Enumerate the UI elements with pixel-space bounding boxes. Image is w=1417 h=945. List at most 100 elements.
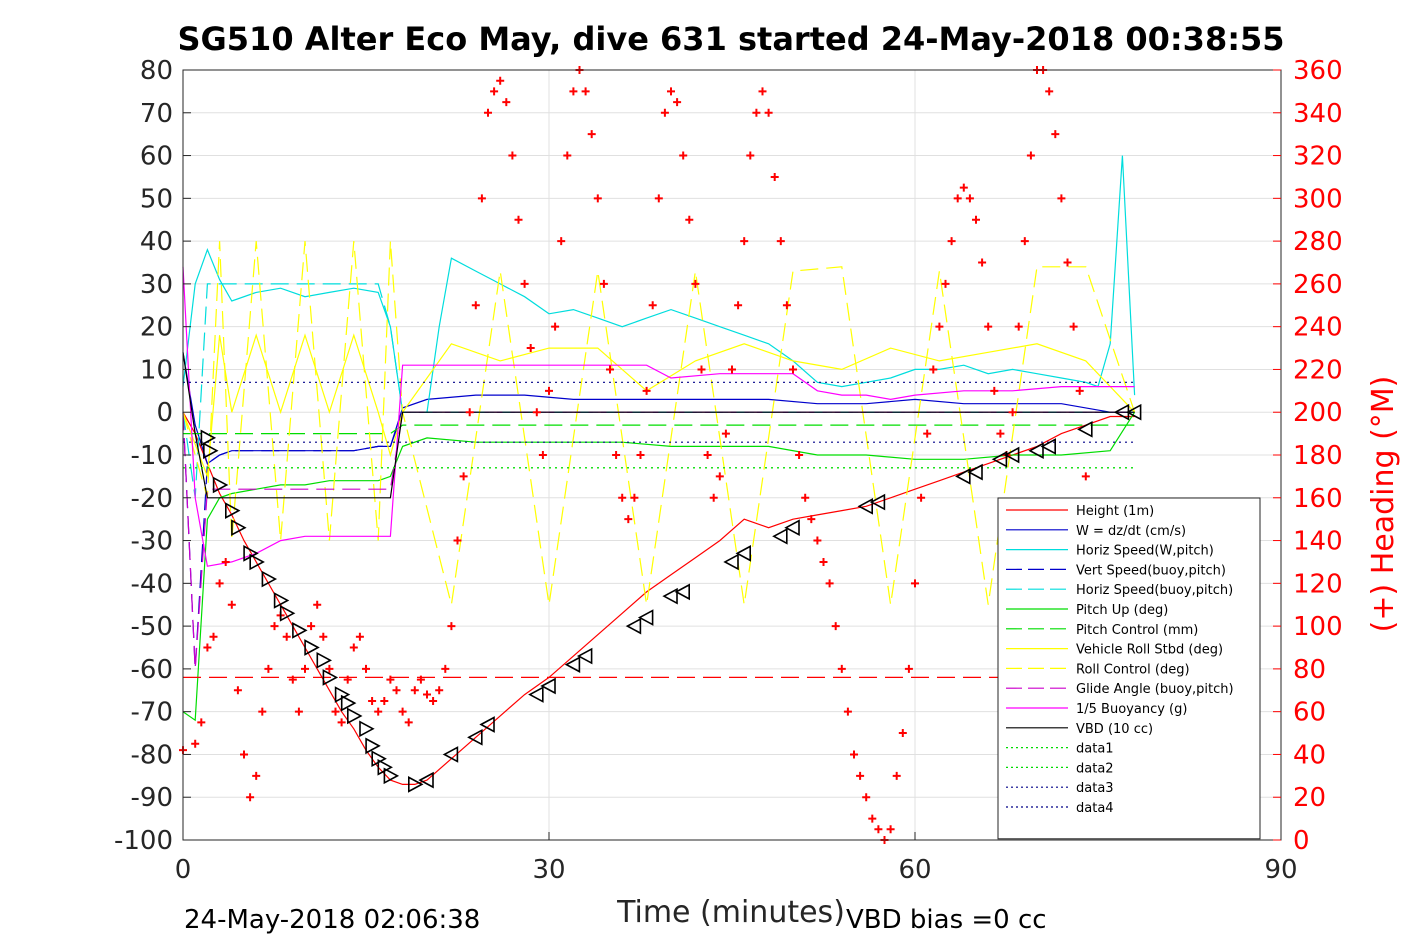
heading-point — [313, 600, 322, 609]
heading-point — [972, 215, 980, 224]
heading-point — [331, 707, 340, 716]
heading-point — [1057, 194, 1066, 203]
y-right-tick-label: 300 — [1293, 184, 1343, 214]
heading-point — [728, 365, 736, 374]
heading-point — [1020, 237, 1029, 246]
heading-point — [551, 322, 560, 331]
legend-label: data4 — [1076, 801, 1114, 816]
heading-point — [288, 675, 297, 684]
vbd-marker — [203, 442, 219, 460]
heading-point — [441, 664, 450, 673]
heading-point — [807, 515, 816, 524]
heading-point — [246, 793, 255, 802]
vbd-marker — [340, 694, 357, 712]
heading-point — [520, 279, 529, 288]
y-right-tick-label: 0 — [1293, 826, 1310, 856]
heading-point — [526, 344, 535, 353]
heading-point — [654, 194, 663, 203]
heading-point — [429, 696, 438, 705]
heading-point — [624, 515, 633, 524]
vbd-marker — [347, 707, 363, 725]
heading-point — [904, 664, 913, 673]
heading-point — [862, 793, 871, 802]
legend-label: Roll Control (deg) — [1076, 662, 1190, 677]
vbd-marker — [662, 587, 678, 605]
heading-point — [343, 675, 352, 684]
vbd-marker — [576, 647, 593, 665]
heading-point — [660, 108, 669, 117]
heading-point — [758, 87, 767, 96]
heading-point — [502, 98, 511, 107]
vbd-marker — [322, 669, 339, 686]
vbd-marker — [564, 656, 581, 673]
heading-point — [1075, 386, 1084, 395]
heading-point — [776, 237, 785, 246]
heading-point — [618, 493, 627, 502]
y-right-tick-label: 120 — [1293, 569, 1343, 599]
heading-point — [752, 108, 761, 117]
heading-point — [532, 408, 541, 417]
heading-point — [1026, 151, 1035, 160]
heading-point — [917, 493, 926, 502]
heading-point — [477, 194, 486, 203]
heading-point — [496, 76, 505, 85]
heading-point — [374, 707, 383, 716]
heading-point — [484, 108, 492, 117]
heading-point — [612, 451, 621, 459]
heading-point — [1051, 130, 1060, 139]
heading-point — [294, 707, 303, 716]
heading-point — [410, 686, 419, 695]
heading-point — [953, 194, 962, 203]
heading-point — [209, 632, 218, 641]
y-tick-label: -20 — [131, 484, 173, 514]
heading-point — [459, 472, 468, 481]
heading-point — [258, 707, 267, 716]
vbd-marker — [991, 450, 1008, 468]
series-line-3 — [182, 411, 1135, 669]
y-tick-label: 40 — [140, 227, 173, 257]
y-right-tick-label: 200 — [1293, 398, 1343, 428]
legend-label: Height (1m) — [1076, 504, 1154, 519]
y-right-tick-label: 40 — [1293, 740, 1326, 770]
y-tick-label: -40 — [131, 569, 173, 599]
heading-point — [465, 408, 474, 417]
heading-point — [874, 825, 883, 834]
heading-point — [1045, 87, 1054, 96]
heading-point — [984, 322, 993, 331]
heading-point — [301, 664, 309, 673]
series-line-7 — [182, 333, 1136, 477]
heading-point — [233, 686, 242, 695]
heading-point — [227, 600, 236, 609]
heading-point — [490, 87, 499, 96]
heading-point — [911, 579, 919, 588]
y-right-tick-label: 260 — [1293, 270, 1343, 300]
heading-point — [593, 194, 602, 203]
heading-point — [563, 151, 572, 160]
heading-point — [191, 739, 200, 748]
heading-point — [929, 365, 938, 374]
heading-point — [471, 301, 480, 310]
heading-point — [648, 301, 657, 310]
vbd-marker — [249, 553, 265, 571]
vbd-marker — [408, 776, 424, 793]
vbd-marker — [1077, 420, 1093, 438]
heading-point — [386, 675, 395, 684]
heading-point — [715, 472, 724, 481]
heading-point — [319, 632, 328, 641]
vbd-marker — [528, 686, 544, 703]
heading-point — [221, 557, 230, 566]
vbd-marker — [442, 746, 459, 763]
y-tick-label: -100 — [114, 826, 173, 856]
heading-point — [697, 365, 706, 374]
heading-point — [447, 622, 456, 631]
heading-point — [935, 322, 944, 331]
vbd-marker — [967, 463, 983, 481]
y-tick-label: -90 — [131, 783, 173, 813]
vbd-marker — [383, 767, 400, 785]
legend-label: VBD (10 cc) — [1076, 722, 1153, 737]
series-line-11 — [182, 352, 1135, 499]
y-right-tick-label: 340 — [1293, 99, 1343, 129]
legend-label: Vehicle Roll Stbd (deg) — [1076, 643, 1223, 658]
vbd-marker — [540, 677, 556, 695]
